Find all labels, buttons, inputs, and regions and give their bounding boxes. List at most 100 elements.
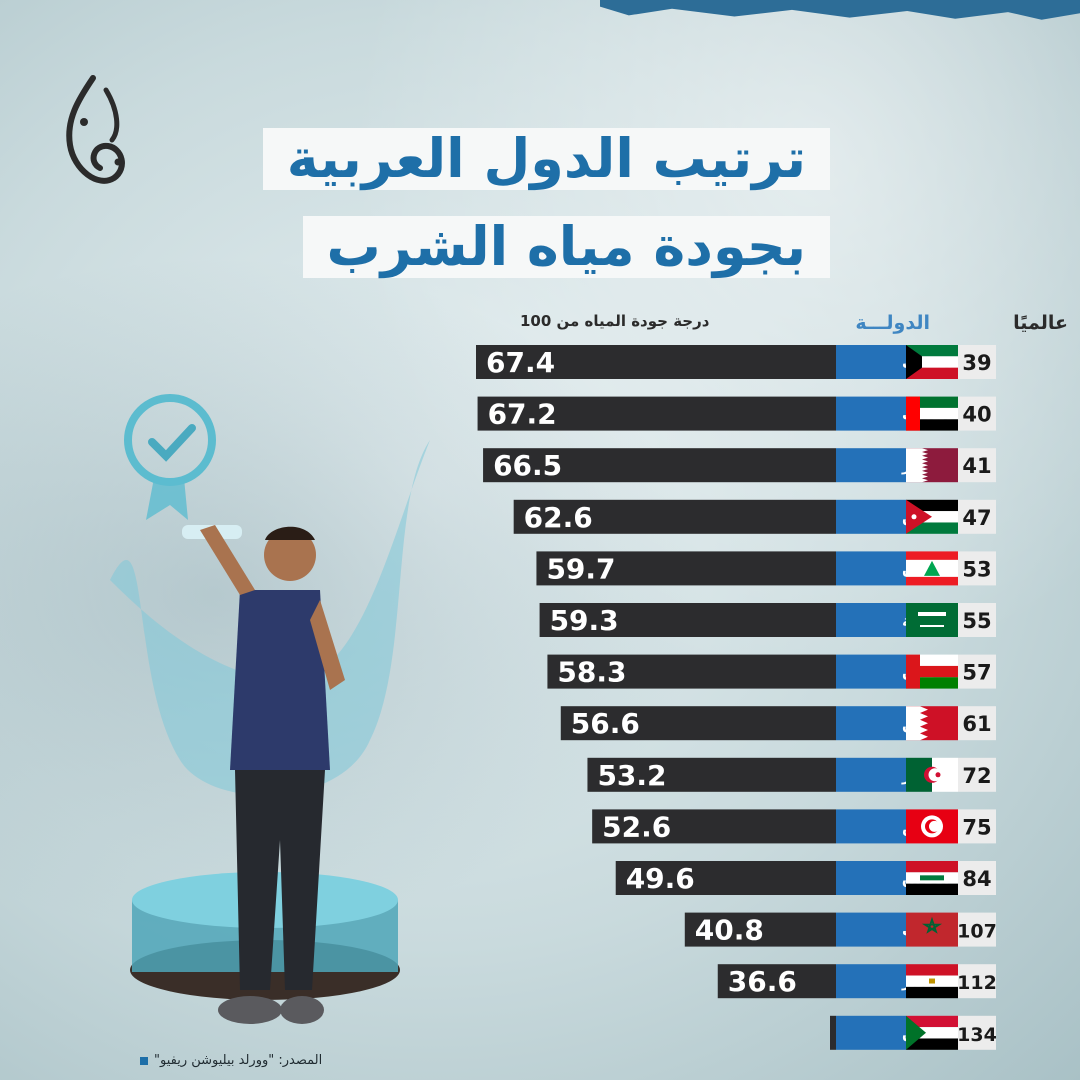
bar <box>592 809 836 844</box>
rank-box <box>958 396 996 431</box>
rank-label: 84 <box>962 867 991 891</box>
country-label-box <box>836 1015 906 1050</box>
bar <box>536 551 836 586</box>
bar <box>560 706 836 741</box>
flag-uae-icon <box>906 396 958 431</box>
rank-box <box>958 654 996 689</box>
flag-jordan-icon <box>906 499 958 534</box>
rank-box <box>958 809 996 844</box>
country-label-box <box>836 654 906 689</box>
value-label: 52.6 <box>602 810 671 843</box>
rank-box <box>958 1015 996 1050</box>
flag-kuwait-icon <box>906 345 958 379</box>
rank-label: 53 <box>962 557 991 581</box>
country-label-box <box>836 603 906 637</box>
chart-row: 36.6مصر112 <box>717 964 997 999</box>
country-label-box <box>836 499 906 534</box>
flag-algeria-icon <box>906 757 958 792</box>
bar <box>547 654 836 689</box>
chart-row: 22.3السودان134 <box>830 1015 997 1050</box>
country-label-box <box>836 861 906 895</box>
rank-box <box>958 757 996 792</box>
rank-label: 47 <box>962 506 991 530</box>
rank-label: 112 <box>957 972 997 994</box>
chart-row: 40.8المغرب107 <box>684 912 997 947</box>
bar <box>476 345 836 379</box>
flag-saudi-icon <box>906 603 958 637</box>
bar <box>830 1015 836 1050</box>
value-label: 49.6 <box>626 862 695 895</box>
rank-box <box>958 551 996 586</box>
aljazeera-logo-icon <box>66 75 125 184</box>
flag-oman-icon <box>906 654 958 689</box>
rank-label: 61 <box>962 712 991 736</box>
column-header-score: درجة جودة المياه من 100 <box>520 312 710 330</box>
bar <box>587 757 836 792</box>
source-text: المصدر: "وورلد بيليوشن ريفيو" <box>154 1053 323 1068</box>
value-label: 58.3 <box>557 656 626 689</box>
column-header-rank: عالميًا <box>1013 312 1068 334</box>
rank-label: 41 <box>962 454 991 478</box>
rank-box <box>958 345 996 379</box>
chart-row: 66.5قطر41 <box>483 448 996 483</box>
illustration-person-drinking-water <box>110 394 430 1024</box>
rank-label: 72 <box>962 764 991 788</box>
country-label-box <box>836 757 906 792</box>
flag-qatar-icon <box>906 448 958 483</box>
value-label: 67.4 <box>486 346 555 379</box>
column-header-country: الدولـــة <box>855 312 930 334</box>
flag-sudan-icon <box>906 1015 958 1050</box>
rank-label: 39 <box>962 351 991 375</box>
chart-row: 53.2الجزائر72 <box>587 757 996 792</box>
rank-box <box>958 499 996 534</box>
flag-morocco-icon <box>906 912 958 947</box>
chart-row: 49.6العراق84 <box>615 861 996 895</box>
country-label-box <box>836 448 906 483</box>
chart-row: 62.6الأردن47 <box>513 499 996 534</box>
rank-box <box>958 912 996 947</box>
rank-label: 57 <box>962 661 991 685</box>
value-label: 66.5 <box>493 449 562 482</box>
country-label-box <box>836 345 906 379</box>
chart-row: 59.3السعودية55 <box>539 603 996 637</box>
rank-box <box>958 448 996 483</box>
bar <box>717 964 836 999</box>
rank-label: 75 <box>962 815 991 839</box>
chart-row: 67.4الكويت39 <box>476 345 996 379</box>
title-line-2: بجودة مياه الشرب <box>302 216 830 278</box>
bar <box>477 396 836 431</box>
value-label: 36.6 <box>728 965 797 998</box>
country-label-box <box>836 551 906 586</box>
rank-label: 55 <box>962 609 991 633</box>
country-label-box <box>836 809 906 844</box>
title-line-1: ترتيب الدول العربية <box>262 128 830 190</box>
bar <box>483 448 836 483</box>
flag-lebanon-icon <box>906 551 958 586</box>
value-label: 67.2 <box>488 398 557 431</box>
country-label-box <box>836 396 906 431</box>
rank-label: 40 <box>962 403 991 427</box>
chart-row: 52.6تونس75 <box>592 809 996 844</box>
bar <box>684 912 836 947</box>
flag-egypt-icon <box>906 964 958 999</box>
bar <box>513 499 836 534</box>
value-label: 40.8 <box>695 914 764 947</box>
source-bullet-icon <box>140 1056 148 1065</box>
flag-tunisia-icon <box>906 809 958 844</box>
flag-bahrain-icon <box>906 706 958 741</box>
value-label: 53.2 <box>597 759 666 792</box>
chart-row: 56.6البحرين61 <box>560 706 996 741</box>
country-label-box <box>836 964 906 999</box>
value-label: 59.7 <box>546 552 615 585</box>
chart-row: 58.3عمان57 <box>547 654 996 689</box>
rank-label: 107 <box>957 921 997 943</box>
value-label: 56.6 <box>571 707 640 740</box>
rank-box <box>958 603 996 637</box>
value-label: 59.3 <box>550 604 619 637</box>
country-label-box <box>836 706 906 741</box>
rank-box <box>958 861 996 895</box>
value-label: 62.6 <box>524 501 593 534</box>
rank-label: 134 <box>957 1024 997 1046</box>
bar <box>615 861 836 895</box>
